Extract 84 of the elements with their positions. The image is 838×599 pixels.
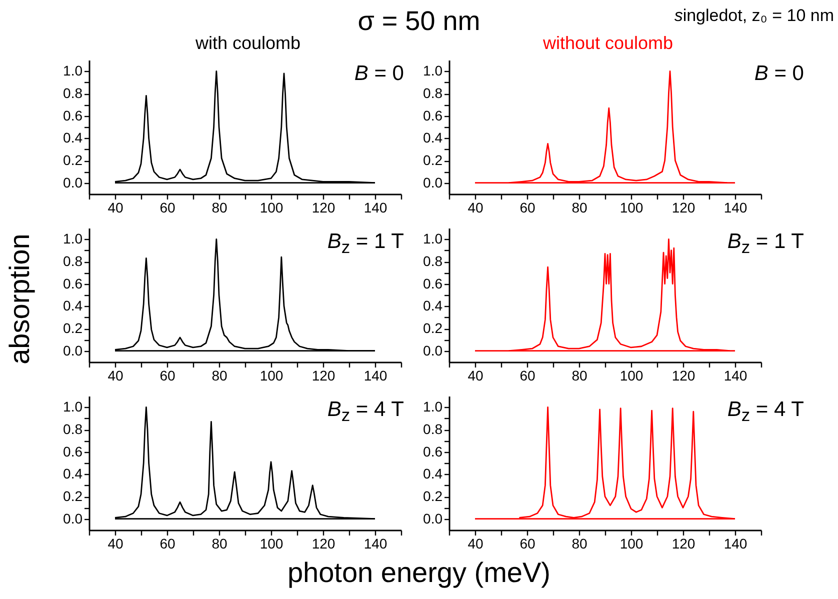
x-tick-label: 140 [724,536,748,552]
y-tick-label: 0.6 [63,107,83,124]
y-tick-label: 1.0 [63,230,83,247]
x-tick-label: 140 [724,368,748,384]
y-tick-label: 1.0 [423,398,443,415]
text: singledot, z₀ = 10 nm [674,6,834,26]
y-tick-label: 0.0 [423,174,443,190]
x-tick-label: 140 [364,536,388,552]
y-tick-label: 0.0 [63,510,83,526]
y-tick-label: 0.8 [423,85,443,101]
y-tick-label: 0.8 [63,85,83,101]
x-tick-label: 100 [620,368,644,384]
y-tick-label: 0.8 [63,253,83,269]
x-tick-label: 60 [160,536,176,552]
annotation: B$_{z}$ = 1 T [326,230,404,258]
x-axis-title: photon energy (meV) [286,557,552,589]
annotation: B = 0 [753,62,804,86]
y-tick-label: 0.8 [423,421,443,437]
y-tick-label: 0.4 [63,130,83,146]
y-tick-label: 0.6 [63,443,83,460]
x-tick-label: 100 [620,200,644,216]
y-tick-label: 0.2 [423,320,443,336]
y-tick-label: 1.0 [423,230,443,247]
y-tick-label: 0.2 [63,152,83,168]
x-tick-label: 60 [520,368,536,384]
chart-subtitle: without coulomb [542,33,674,53]
x-tick-label: 140 [364,368,388,384]
x-tick-label: 120 [672,536,696,552]
y-tick-label: 0.8 [423,253,443,269]
y-tick-label: 0.0 [63,174,83,190]
y-tick-label: 0.2 [423,488,443,504]
x-tick-label: 120 [312,536,336,552]
x-tick-label: 120 [312,200,336,216]
x-tick-label: 120 [672,368,696,384]
y-tick-label: 0.0 [423,342,443,358]
chart-title: σ = 50 nm [358,6,480,36]
y-tick-label: 0.6 [63,275,83,292]
x-tick-label: 40 [108,368,124,384]
y-tick-label: 1.0 [423,62,443,79]
x-tick-label: 140 [724,200,748,216]
y-axis-title: absorption [4,232,36,366]
x-tick-label: 80 [212,368,228,384]
y-tick-label: 0.6 [423,107,443,124]
x-tick-label: 120 [672,200,696,216]
chart-subtitle: with coulomb [195,33,301,53]
x-tick-label: 60 [520,536,536,552]
y-tick-label: 0.2 [423,152,443,168]
annotation: B$_{z}$ = 4 T [726,398,804,426]
x-tick-label: 40 [468,536,484,552]
x-tick-label: 60 [520,200,536,216]
annotation: B$_{z}$ = 1 T [726,230,804,258]
x-tick-label: 120 [312,368,336,384]
x-tick-label: 100 [260,368,284,384]
y-tick-label: 1.0 [63,398,83,415]
x-tick-label: 80 [212,536,228,552]
y-tick-label: 0.4 [63,466,83,482]
x-tick-label: 100 [260,536,284,552]
x-tick-label: 140 [364,200,388,216]
y-tick-label: 0.0 [423,510,443,526]
y-tick-label: 0.4 [423,466,443,482]
x-tick-label: 80 [572,200,588,216]
x-tick-label: 100 [620,536,644,552]
x-tick-label: 40 [108,536,124,552]
y-tick-label: 0.2 [63,488,83,504]
x-tick-label: 40 [468,368,484,384]
annotation: B$_{z}$ = 4 T [326,398,404,426]
annotation: B = 0 [353,62,404,86]
y-tick-label: 1.0 [63,62,83,79]
x-tick-label: 100 [260,200,284,216]
y-tick-label: 0.6 [423,275,443,292]
x-tick-label: 80 [212,200,228,216]
y-tick-label: 0.4 [423,298,443,314]
x-tick-label: 40 [468,200,484,216]
y-tick-label: 0.2 [63,320,83,336]
x-tick-label: 60 [160,200,176,216]
y-tick-label: 0.6 [423,443,443,460]
y-tick-label: 0.0 [63,342,83,358]
x-tick-label: 40 [108,200,124,216]
x-tick-label: 60 [160,368,176,384]
x-tick-label: 80 [572,368,588,384]
y-tick-label: 0.8 [63,421,83,437]
x-tick-label: 80 [572,536,588,552]
y-tick-label: 0.4 [423,130,443,146]
y-tick-label: 0.4 [63,298,83,314]
